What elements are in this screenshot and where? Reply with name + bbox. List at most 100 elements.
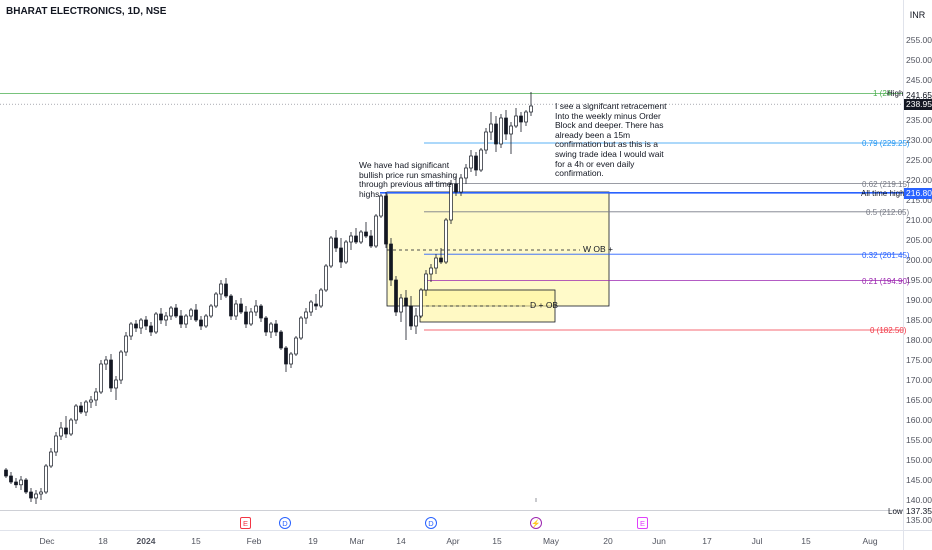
- low-label: Low: [888, 507, 903, 516]
- time-tick-label: Jun: [652, 536, 666, 546]
- candle-body: [429, 267, 433, 275]
- candle-body: [514, 115, 518, 127]
- daily-ob-label: D + OB: [530, 300, 559, 310]
- candle-body: [269, 323, 273, 333]
- candle-body: [434, 257, 438, 269]
- candle-body: [159, 313, 163, 321]
- dividend-event-icon[interactable]: D: [425, 517, 437, 529]
- candle-body: [399, 297, 403, 313]
- candle-body: [334, 237, 338, 249]
- candle-body: [464, 167, 468, 179]
- candle-body: [354, 235, 358, 243]
- candle-body: [59, 427, 63, 437]
- price-tick-label: 135.00: [906, 515, 932, 525]
- high-price-tag: 241.65: [906, 90, 932, 100]
- price-tick-label: 180.00: [906, 335, 932, 345]
- candle-body: [84, 401, 88, 413]
- candle-body: [504, 117, 508, 135]
- split-event-icon[interactable]: ⚡: [530, 517, 542, 529]
- price-tick-label: 150.00: [906, 455, 932, 465]
- time-tick-label: 15: [801, 536, 811, 546]
- annotation-line: I see a signifcant retracement: [555, 101, 667, 111]
- candle-body: [124, 335, 128, 353]
- high-label: High: [887, 89, 904, 98]
- candle-body: [519, 115, 523, 123]
- candle-body: [189, 309, 193, 317]
- earnings-event-icon[interactable]: E: [240, 517, 251, 529]
- price-tick-label: 155.00: [906, 435, 932, 445]
- candle-body: [229, 295, 233, 317]
- time-axis-divider: [0, 530, 932, 531]
- fib-label-05: 0.5 (212.05): [866, 208, 910, 217]
- candle-body: [174, 307, 178, 317]
- candle-body: [74, 405, 78, 421]
- annotation-line: swing trade idea I would wait: [555, 148, 664, 159]
- price-tick-label: 190.00: [906, 295, 932, 305]
- ath-price-tag: 216.80: [904, 188, 932, 199]
- time-tick-label: 17: [702, 536, 712, 546]
- candle-body: [34, 493, 38, 499]
- candle-body: [394, 279, 398, 313]
- candle-body: [179, 315, 183, 325]
- annotation-right[interactable]: I see a signifcant retracement Into the …: [555, 101, 667, 179]
- time-tick-label: 15: [492, 536, 502, 546]
- price-tick-label: 235.00: [906, 115, 932, 125]
- dividend-event-icon[interactable]: D: [279, 517, 291, 529]
- candle-body: [324, 265, 328, 291]
- fib-label-062: 0.62 (219.15): [862, 180, 910, 189]
- candle-body: [349, 235, 353, 243]
- candle-body: [39, 491, 43, 495]
- currency-label[interactable]: INR: [909, 10, 926, 20]
- time-tick-label: Dec: [39, 536, 55, 546]
- time-tick-label: Mar: [349, 536, 365, 546]
- earnings-event-icon[interactable]: E: [637, 517, 648, 529]
- candle-body: [209, 305, 213, 317]
- candle-body: [379, 195, 383, 217]
- candle-body: [29, 491, 33, 499]
- price-tick-label: 200.00: [906, 255, 932, 265]
- annotation-line: We have had significant: [359, 160, 450, 170]
- annotation-left[interactable]: We have had significant bullish price ru…: [359, 160, 457, 199]
- symbol-title: BHARAT ELECTRONICS, 1D, NSE: [6, 6, 167, 17]
- candle-body: [139, 319, 143, 329]
- candle-body: [439, 257, 443, 263]
- price-tick-label: 195.00: [906, 275, 932, 285]
- candle-body: [329, 237, 333, 267]
- candle-body: [259, 305, 263, 319]
- candle-body: [289, 353, 293, 365]
- candle-body: [279, 331, 283, 349]
- price-tick-label: 245.00: [906, 75, 932, 85]
- candle-body: [234, 303, 238, 317]
- time-tick-label: 15: [191, 536, 201, 546]
- candle-body: [99, 363, 103, 393]
- candle-body: [129, 323, 133, 337]
- fib-label-032: 0.32 (201.45): [862, 251, 910, 260]
- time-tick-label: May: [542, 536, 560, 546]
- candle-body: [444, 219, 448, 263]
- annotation-line: Block and deeper. There has: [555, 120, 664, 131]
- candle-body: [169, 307, 173, 317]
- price-tick-label: 210.00: [906, 215, 932, 225]
- candle-body: [69, 419, 73, 435]
- ath-label: All time highs: [861, 189, 909, 198]
- candle-body: [109, 359, 113, 389]
- candle-body: [304, 311, 308, 319]
- price-chart[interactable]: [0, 0, 903, 530]
- time-tick-label: Feb: [246, 536, 262, 546]
- candle-body: [89, 399, 93, 403]
- candle-body: [264, 317, 268, 333]
- time-tick-label: 19: [308, 536, 318, 546]
- candle-body: [369, 235, 373, 247]
- candle-body: [49, 451, 53, 467]
- price-tick-label: 255.00: [906, 35, 932, 45]
- candle-body: [204, 315, 208, 327]
- candle-body: [254, 305, 258, 313]
- candle-body: [194, 309, 198, 321]
- price-tick-label: 175.00: [906, 355, 932, 365]
- candle-body: [54, 435, 58, 453]
- candle-body: [224, 283, 228, 297]
- low-price-tag: 137.35: [906, 506, 932, 516]
- price-tick-label: 170.00: [906, 375, 932, 385]
- candle-body: [489, 123, 493, 133]
